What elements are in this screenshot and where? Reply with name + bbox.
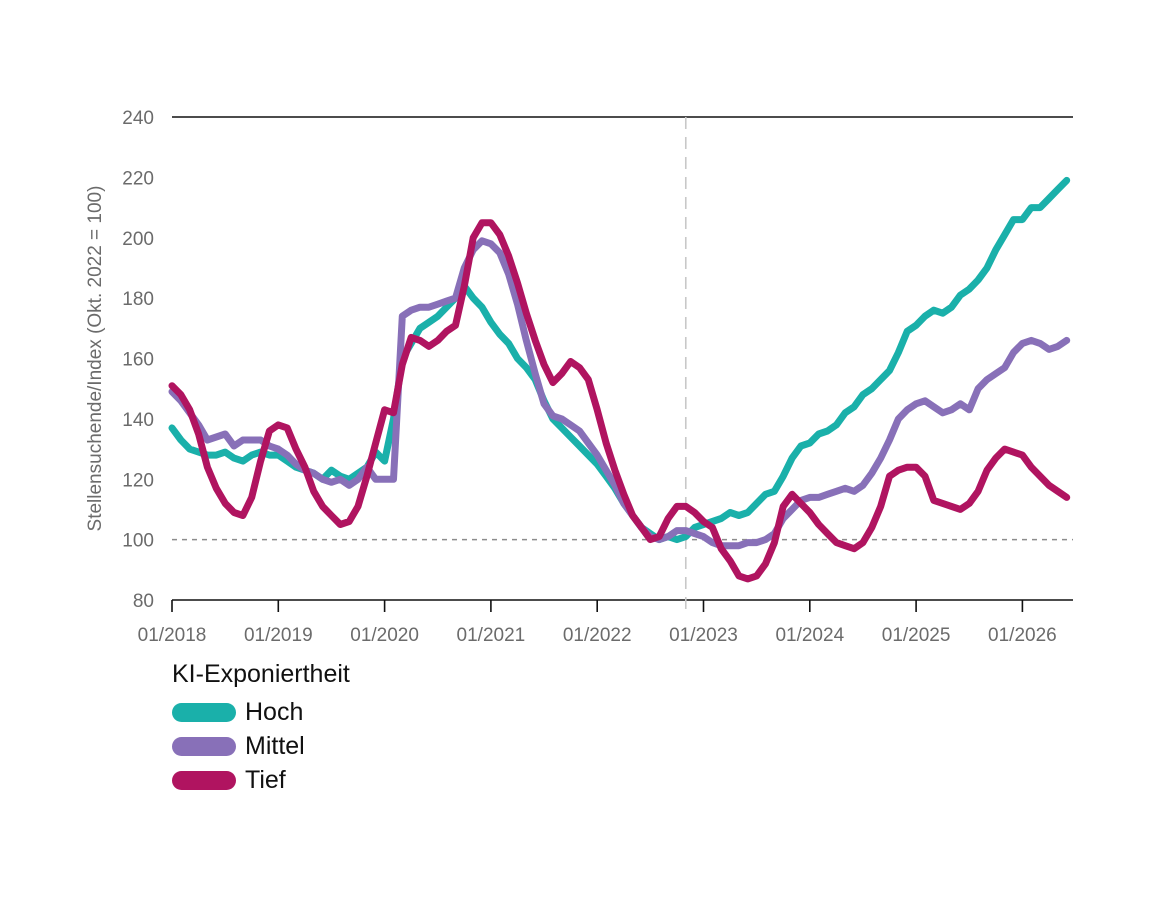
legend-item-hoch: Hoch <box>172 695 350 729</box>
legend: KI-Exponiertheit Hoch Mittel Tief <box>172 660 350 797</box>
y-tick-label-120: 120 <box>122 470 154 491</box>
legend-swatch-hoch <box>172 702 236 722</box>
y-tick-label-220: 220 <box>122 168 154 189</box>
legend-label-hoch: Hoch <box>245 697 304 726</box>
y-tick-label-160: 160 <box>122 350 154 371</box>
y-axis-ticks: 80 100 120 140 160 180 200 220 240 <box>122 108 154 612</box>
x-tick-label: 01/2019 <box>244 625 313 646</box>
y-tick-label-240: 240 <box>122 108 154 129</box>
y-axis-title-group: Stellensuchende/Index (Okt. 2022 = 100) <box>85 186 106 532</box>
x-tick-label: 01/2022 <box>563 625 632 646</box>
x-tick-label: 01/2023 <box>669 625 738 646</box>
y-tick-label-80: 80 <box>133 591 154 612</box>
legend-item-tief: Tief <box>172 763 350 797</box>
x-tick-label: 01/2025 <box>882 625 951 646</box>
legend-swatch-mittel <box>172 736 236 756</box>
legend-swatch-tief <box>172 770 236 790</box>
series-line-mittel <box>168 237 1071 550</box>
y-tick-label-180: 180 <box>122 289 154 310</box>
y-tick-label-140: 140 <box>122 410 154 431</box>
x-tick-label: 01/2024 <box>775 625 844 646</box>
x-tick-label: 01/2021 <box>457 625 526 646</box>
series-lines <box>168 176 1071 583</box>
y-tick-label-100: 100 <box>122 531 154 552</box>
x-tick-label: 01/2018 <box>138 625 207 646</box>
x-tick-label: 01/2026 <box>988 625 1057 646</box>
y-axis-title: Stellensuchende/Index (Okt. 2022 = 100) <box>85 186 106 532</box>
reference-lines <box>172 116 1073 610</box>
legend-label-mittel: Mittel <box>245 731 305 760</box>
legend-title: KI-Exponiertheit <box>172 660 350 688</box>
x-tick-label: 01/2020 <box>350 625 419 646</box>
series-line-tief <box>168 219 1071 583</box>
legend-item-mittel: Mittel <box>172 729 350 763</box>
y-tick-label-200: 200 <box>122 229 154 250</box>
legend-label-tief: Tief <box>245 765 286 794</box>
x-axis-ticks: 01/2018 01/2019 01/2020 01/2021 01/2022 01/20… <box>138 600 1057 646</box>
